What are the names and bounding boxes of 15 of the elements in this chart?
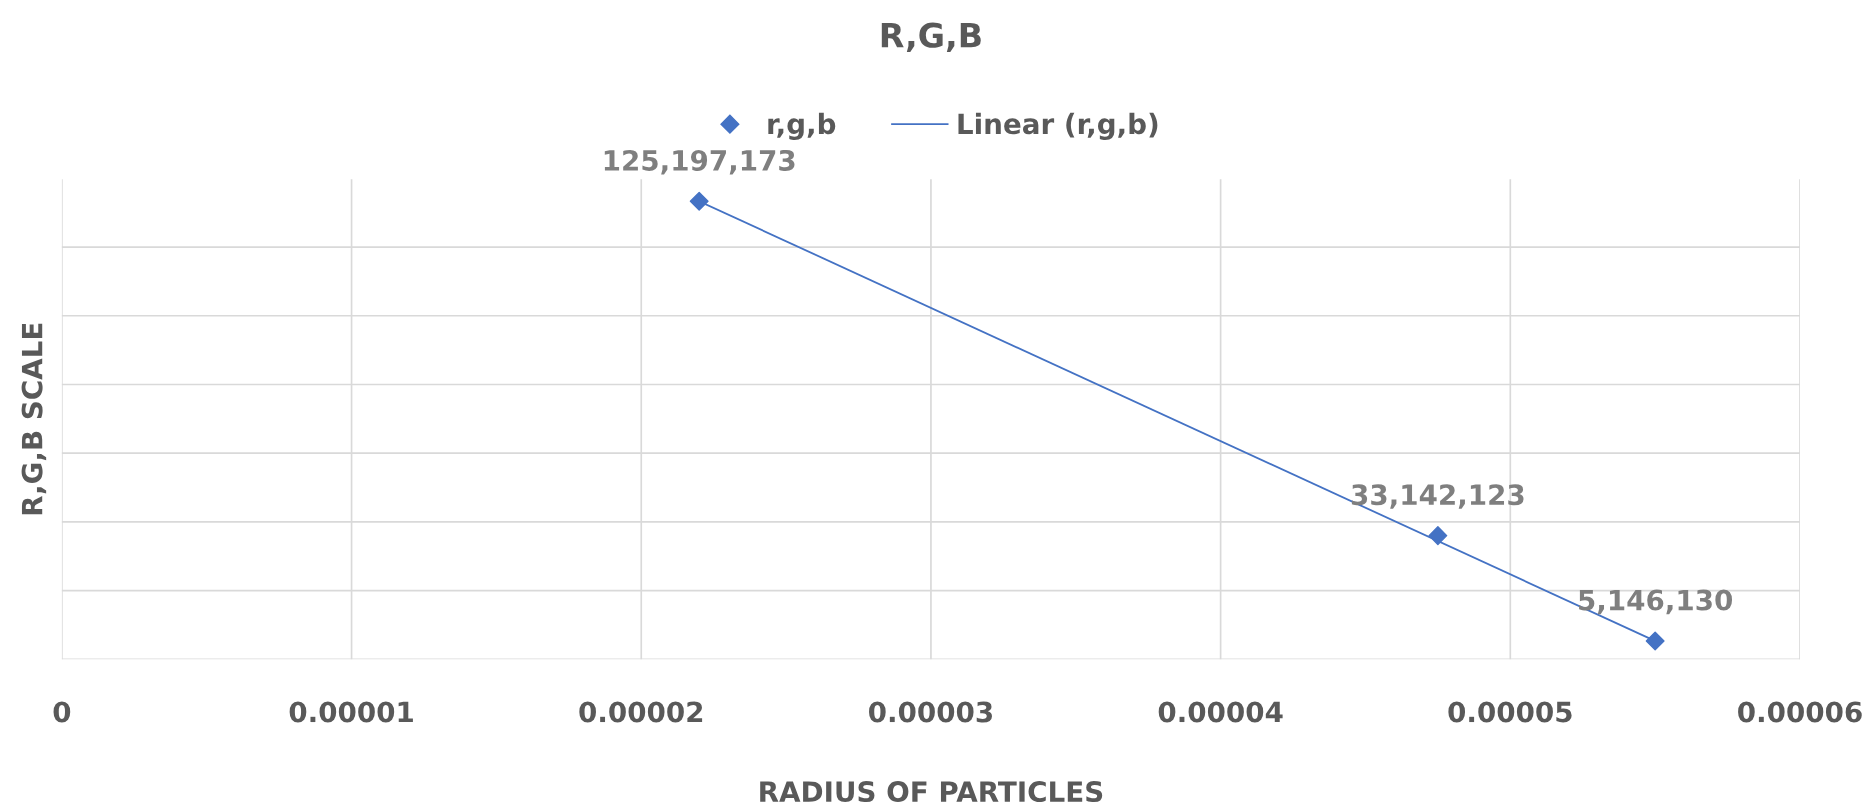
x-tick-label: 0.00006 — [1738, 701, 1862, 723]
chart-title: R,G,B — [881, 22, 981, 53]
annotation: 125,197,173 — [604, 149, 795, 175]
x-tick-label: 0.00002 — [579, 701, 703, 723]
legend-label: r,g,b — [768, 112, 836, 140]
x-tick-label: 0 — [53, 701, 71, 723]
annotation: 5,146,130 — [1579, 589, 1733, 615]
x-tick-label: 0.00003 — [869, 701, 992, 723]
x-tick-label: 0.00005 — [1448, 701, 1572, 723]
annotation: 33,142,123 — [1351, 484, 1524, 509]
x-axis-title: RADIUS OF PARTICLES — [760, 781, 1103, 803]
legend-label: Linear (r,g,b) — [958, 112, 1158, 140]
y-axis-title: R,G,B SCALE — [21, 323, 47, 515]
x-tick-label: 0.00004 — [1158, 701, 1283, 723]
x-tick-label: 0.00001 — [289, 701, 413, 723]
